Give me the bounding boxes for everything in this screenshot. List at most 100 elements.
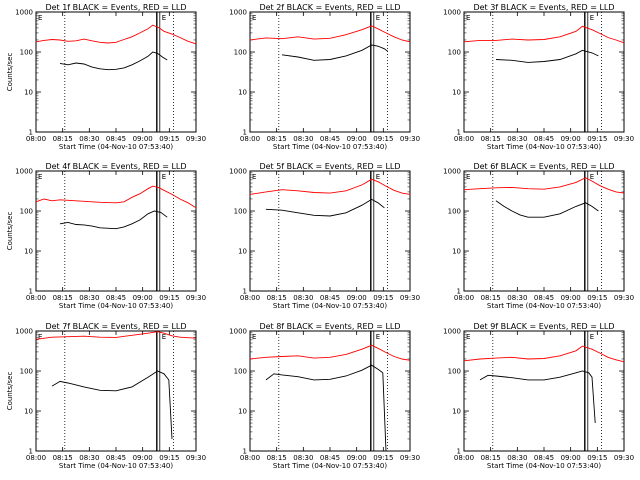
chart-title: Det 2f BLACK = Events, RED = LLD xyxy=(259,3,400,12)
x-tick-label: 09:00 xyxy=(133,294,153,302)
y-tick-label: 1 xyxy=(29,288,33,296)
x-tick-label: 08:00 xyxy=(454,135,474,143)
chart-panel-5: Det 5f BLACK = Events, RED = LLD 1 10 100 10… xyxy=(229,162,420,310)
x-tick-label: 08:00 xyxy=(454,294,474,302)
x-tick-label: 08:00 xyxy=(26,454,46,462)
series-line-lld-red xyxy=(35,185,197,209)
x-axis-label: Start Time (04-Nov-10 07:53:40) xyxy=(487,462,601,470)
x-tick-label: 09:15 xyxy=(373,294,393,302)
event-label: E xyxy=(376,173,380,181)
x-tick-label: 08:45 xyxy=(106,294,126,302)
x-tick-label: 08:45 xyxy=(534,454,554,462)
x-tick-label: 09:15 xyxy=(159,454,179,462)
plot-frame xyxy=(35,170,197,292)
event-label: E xyxy=(376,333,380,341)
event-label: E xyxy=(590,14,594,22)
y-tick-label: 10 xyxy=(452,89,461,97)
y-tick-label: 1 xyxy=(457,448,461,456)
y-tick-label: 1 xyxy=(243,448,247,456)
y-tick-label: 1 xyxy=(29,448,33,456)
x-tick-label: 09:00 xyxy=(347,135,367,143)
chart-title: Det 5f BLACK = Events, RED = LLD xyxy=(259,162,400,171)
x-tick-label: 09:30 xyxy=(400,454,420,462)
y-tick-label: 10 xyxy=(24,248,33,256)
plot-frame xyxy=(249,330,411,452)
chart-title: Det 8f BLACK = Events, RED = LLD xyxy=(259,322,400,331)
y-tick-label: 1000 xyxy=(443,328,461,336)
x-tick-label: 08:30 xyxy=(507,135,527,143)
x-axis-label: Start Time (04-Nov-10 07:53:40) xyxy=(487,143,601,151)
x-tick-label: 08:00 xyxy=(240,294,260,302)
series-line-events-black xyxy=(495,49,599,63)
x-tick-label: 09:00 xyxy=(561,294,581,302)
series-line-events-black xyxy=(51,370,173,440)
y-tick-label: 1000 xyxy=(229,328,247,336)
chart-panel-3: Det 3f BLACK = Events, RED = LLD 1 10 100 10… xyxy=(443,3,634,151)
x-tick-label: 09:30 xyxy=(186,135,206,143)
x-tick-label: 09:00 xyxy=(347,454,367,462)
x-tick-label: 08:15 xyxy=(53,294,73,302)
x-tick-label: 08:30 xyxy=(79,294,99,302)
x-tick-label: 08:30 xyxy=(507,294,527,302)
x-tick-label: 08:15 xyxy=(267,454,287,462)
x-tick-label: 09:15 xyxy=(159,135,179,143)
event-label: E xyxy=(590,173,594,181)
x-tick-label: 08:15 xyxy=(267,294,287,302)
y-tick-label: 100 xyxy=(20,208,33,216)
x-tick-label: 09:15 xyxy=(373,135,393,143)
x-tick-label: 08:30 xyxy=(293,135,313,143)
plot-frame xyxy=(463,11,625,133)
chart-title: Det 1f BLACK = Events, RED = LLD xyxy=(45,3,186,12)
x-tick-label: 08:45 xyxy=(320,454,340,462)
y-tick-label: 100 xyxy=(20,49,33,57)
y-tick-label: 10 xyxy=(238,408,247,416)
series-line-lld-red xyxy=(463,345,625,363)
series-line-lld-red xyxy=(35,24,197,45)
x-tick-label: 09:30 xyxy=(186,294,206,302)
series-line-events-black xyxy=(495,200,599,218)
y-tick-label: 100 xyxy=(448,208,461,216)
y-tick-label: 10 xyxy=(238,89,247,97)
series-line-events-black xyxy=(479,370,596,424)
y-tick-label: 100 xyxy=(20,368,33,376)
x-tick-label: 08:00 xyxy=(454,454,474,462)
y-axis-label: Counts/sec xyxy=(6,212,14,251)
y-tick-label: 100 xyxy=(234,49,247,57)
series-line-events-black xyxy=(281,44,388,61)
chart-panel-6: Det 6f BLACK = Events, RED = LLD 1 10 100 10… xyxy=(443,162,634,310)
event-label: E xyxy=(38,173,42,181)
y-tick-label: 100 xyxy=(234,208,247,216)
x-tick-label: 09:15 xyxy=(373,454,393,462)
x-tick-label: 08:45 xyxy=(320,135,340,143)
chart-title: Det 6f BLACK = Events, RED = LLD xyxy=(473,162,614,171)
series-line-lld-red xyxy=(35,331,197,340)
plot-frame xyxy=(463,330,625,452)
x-tick-label: 09:00 xyxy=(561,454,581,462)
plot-frame xyxy=(249,11,411,133)
y-tick-label: 100 xyxy=(448,49,461,57)
y-tick-label: 1 xyxy=(457,288,461,296)
x-tick-label: 08:30 xyxy=(293,294,313,302)
x-tick-label: 09:00 xyxy=(133,135,153,143)
y-tick-label: 100 xyxy=(448,368,461,376)
x-axis-label: Start Time (04-Nov-10 07:53:40) xyxy=(59,143,173,151)
series-line-events-black xyxy=(265,364,387,452)
series-line-lld-red xyxy=(249,178,411,195)
x-axis-label: Start Time (04-Nov-10 07:53:40) xyxy=(273,302,387,310)
y-axis-label: Counts/sec xyxy=(6,372,14,411)
series-line-lld-red xyxy=(463,25,625,44)
x-tick-label: 09:30 xyxy=(614,454,634,462)
x-axis-label: Start Time (04-Nov-10 07:53:40) xyxy=(273,462,387,470)
x-tick-label: 09:00 xyxy=(347,294,367,302)
y-tick-label: 1 xyxy=(243,129,247,137)
x-tick-label: 08:15 xyxy=(481,135,501,143)
event-label: E xyxy=(252,14,256,22)
y-tick-label: 1 xyxy=(29,129,33,137)
series-line-lld-red xyxy=(249,25,411,43)
series-line-events-black xyxy=(59,51,168,71)
x-tick-label: 08:00 xyxy=(240,135,260,143)
y-axis-label: Counts/sec xyxy=(6,53,14,92)
x-tick-label: 08:15 xyxy=(481,294,501,302)
y-tick-label: 10 xyxy=(24,408,33,416)
